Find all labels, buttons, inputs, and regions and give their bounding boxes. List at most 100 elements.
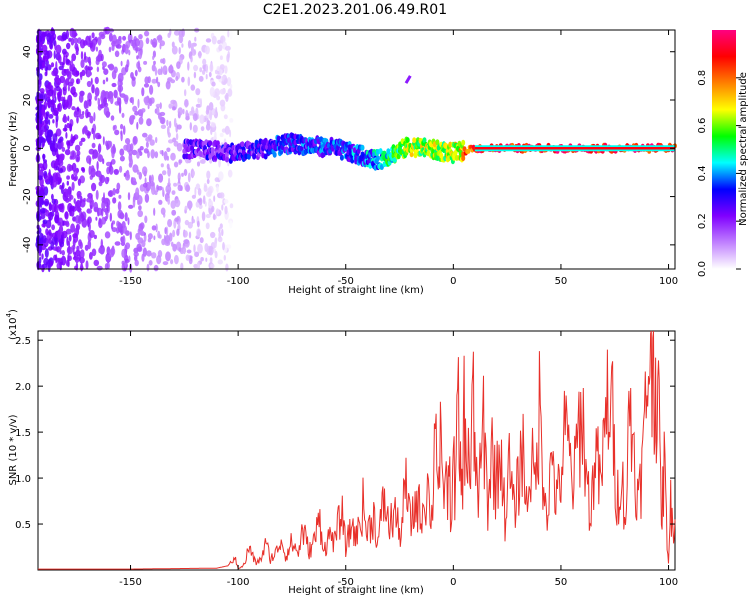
spectrogram-speckle — [171, 190, 176, 196]
spectrogram-speckle — [71, 162, 77, 172]
spectrogram-speckle — [120, 131, 123, 142]
spectrogram-speckle — [120, 60, 123, 67]
spectrogram-speckle — [105, 111, 111, 116]
spectrogram-speckle — [217, 259, 223, 265]
spectrogram-speckle — [174, 217, 179, 222]
spectrogram-speckle — [94, 76, 99, 85]
spectrogram-speckle — [197, 97, 201, 104]
spectrogram-speckle — [39, 88, 45, 94]
spectrogram-speckle — [95, 189, 99, 200]
spectrogram-speckle — [48, 202, 52, 210]
spectrogram-speckle — [162, 187, 164, 193]
spectrogram-speckle — [50, 175, 53, 186]
spectrogram-speckle — [156, 35, 163, 41]
spectrogram-ridge-cell — [276, 135, 281, 142]
spectrogram-speckle — [120, 123, 124, 130]
spectrogram-speckle — [53, 142, 58, 153]
spectrogram-speckle — [145, 136, 152, 142]
spectrogram-speckle — [214, 250, 218, 259]
spectrogram-speckle — [178, 221, 181, 230]
spectrogram-speckle — [205, 257, 208, 262]
spectrogram-speckle — [38, 78, 42, 88]
spectrogram-speckle — [70, 78, 75, 85]
spectrogram-speckle — [125, 64, 129, 73]
spectrogram-speckle — [44, 248, 49, 259]
spectrogram-speckle — [41, 44, 48, 53]
spectrogram-speckle — [134, 47, 141, 52]
spectrogram-speckle — [162, 57, 166, 65]
spectrogram-speckle — [101, 61, 107, 68]
spectrogram-speckle — [136, 169, 140, 175]
x-tick-label: 0 — [450, 276, 456, 287]
spectrogram-speckle — [86, 208, 91, 214]
spectrogram-speckle — [116, 96, 120, 105]
spectrogram-speckle — [146, 263, 150, 272]
spectrogram-speckle — [171, 106, 176, 111]
x-tick-label: 0 — [450, 577, 456, 588]
spectrogram-speckle — [170, 99, 176, 105]
spectrogram-speckle — [58, 217, 64, 227]
x-tick-label: -150 — [119, 577, 142, 588]
spectrogram-speckle — [111, 158, 116, 165]
spectrogram-speckle — [191, 194, 196, 199]
spectrogram-speckle — [218, 44, 223, 52]
x-tick-label: -100 — [227, 577, 250, 588]
spectrogram-speckle — [98, 49, 102, 57]
spectrogram-speckle — [62, 127, 68, 132]
spectrogram-speckle — [221, 204, 224, 211]
spectrogram-speckle — [173, 182, 178, 187]
spectrogram-speckle — [197, 229, 201, 238]
spectrogram-speckle — [67, 253, 70, 263]
spectrogram-speckle — [171, 241, 174, 247]
spectrogram-speckle — [227, 30, 230, 38]
spectrogram-speckle — [159, 116, 165, 124]
spectrogram-speckle — [122, 125, 126, 135]
spectrogram-speckle — [79, 71, 83, 78]
spectrogram-speckle — [187, 61, 190, 71]
spectrogram-speckle — [55, 172, 61, 182]
spectrogram-speckle — [110, 115, 115, 121]
spectrogram-speckle — [191, 49, 197, 56]
spectrogram-speckle — [86, 80, 92, 88]
colorbar-tick-label: 0.6 — [697, 118, 708, 134]
spectrogram-speckle — [79, 140, 83, 147]
spectrogram-y-axis: -40 -20 0 20 40 — [22, 45, 675, 253]
spectrogram-speckle — [70, 223, 75, 233]
spectrogram-speckle — [58, 203, 64, 210]
spectrogram-speckle — [188, 204, 192, 211]
multiplier-exponent: 4 — [5, 312, 13, 317]
spectrogram-speckle — [85, 260, 89, 270]
spectrogram-speckle — [207, 120, 211, 126]
spectrogram-speckle — [70, 133, 74, 143]
spectrogram-speckle — [95, 55, 102, 62]
spectrogram-speckle — [103, 192, 105, 202]
spectrogram-speckle — [226, 77, 232, 87]
spectrogram-speckle — [111, 44, 115, 52]
spectrogram-speckle — [194, 186, 197, 197]
y-tick-label: -20 — [22, 188, 33, 204]
spectrogram-speckle — [192, 170, 196, 177]
spectrogram-speckle — [208, 199, 213, 209]
spectrogram-speckle — [79, 249, 85, 259]
spectrogram-speckle — [51, 198, 56, 204]
spectrogram-speckle — [189, 256, 193, 262]
spectrogram-speckle — [74, 144, 81, 152]
spectrogram-speckle — [166, 147, 171, 153]
spectrogram-speckle — [148, 98, 153, 107]
spectrogram-speckle — [87, 216, 92, 224]
figure-title: C2E1.2023.201.06.49.R01 — [263, 2, 447, 18]
spectrogram-speckle — [173, 30, 180, 36]
spectrogram-speckle — [185, 254, 190, 261]
spectrogram-speckle — [45, 228, 49, 236]
spectrogram-speckle — [208, 71, 212, 78]
spectrogram-speckle — [178, 247, 182, 252]
spectrogram-speckle — [149, 181, 155, 187]
spectrogram-speckle — [42, 153, 45, 162]
spectrogram-speckle — [79, 39, 86, 49]
spectrogram-speckle — [191, 219, 196, 224]
spectrogram-speckle — [91, 142, 96, 149]
spectrogram-speckle — [183, 168, 188, 177]
spectrogram-speckle — [138, 34, 143, 40]
spectrogram-speckle — [151, 64, 156, 72]
spectrogram-speckle — [155, 223, 158, 233]
